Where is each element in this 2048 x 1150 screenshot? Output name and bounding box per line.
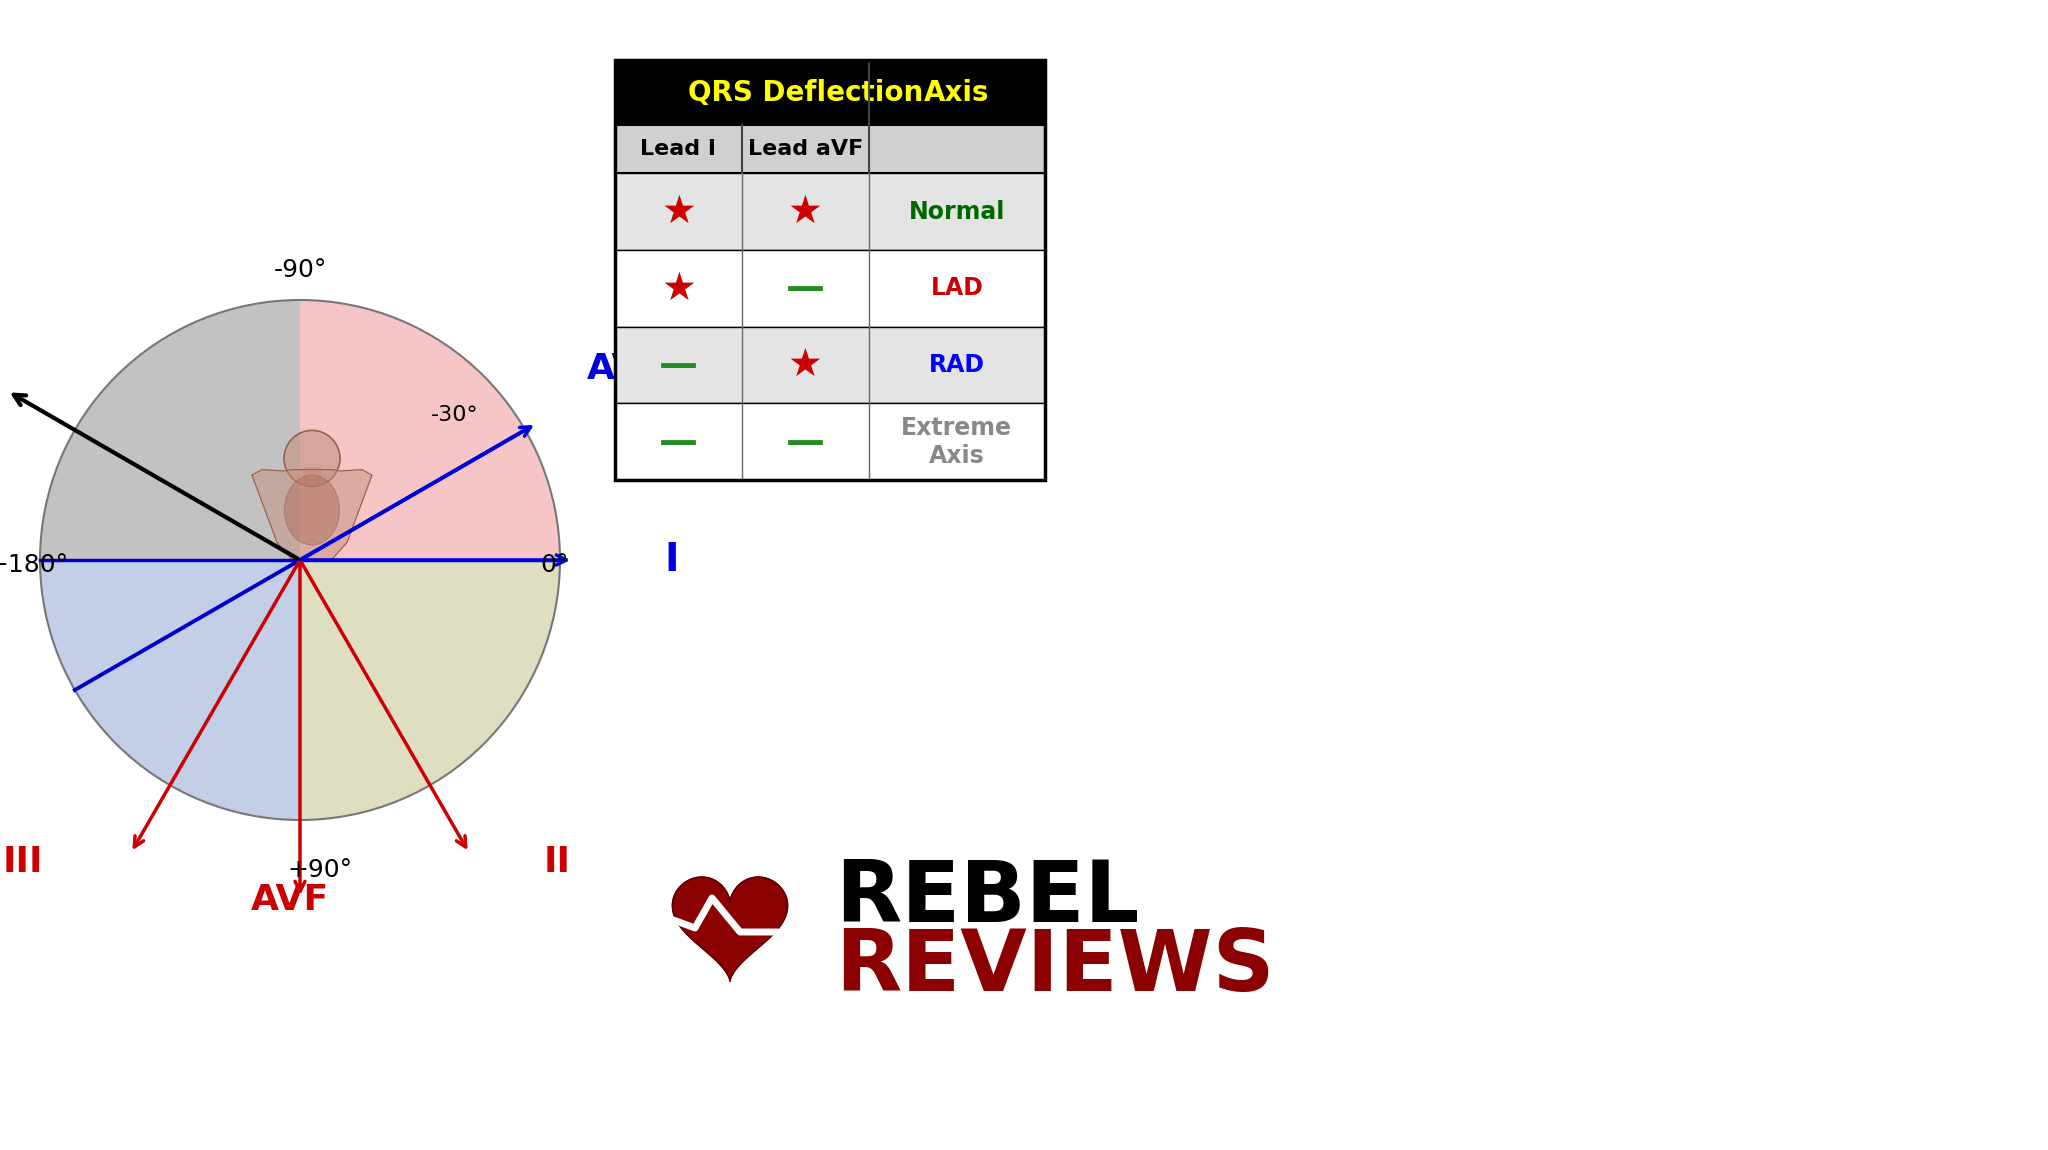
Text: —: — bbox=[659, 346, 698, 384]
Text: QRS Deflection: QRS Deflection bbox=[688, 78, 924, 107]
Text: LAD: LAD bbox=[930, 276, 983, 300]
Text: III: III bbox=[2, 845, 43, 880]
Text: Lead aVF: Lead aVF bbox=[748, 139, 862, 159]
Wedge shape bbox=[41, 300, 299, 560]
Polygon shape bbox=[672, 877, 788, 981]
Text: —: — bbox=[659, 423, 698, 461]
FancyArrowPatch shape bbox=[301, 562, 465, 846]
Text: REBEL: REBEL bbox=[836, 857, 1139, 940]
Bar bbox=[614, 60, 1044, 125]
Text: I: I bbox=[666, 540, 680, 578]
Bar bbox=[614, 250, 1044, 327]
Text: +90°: +90° bbox=[287, 858, 352, 882]
Text: -90°: -90° bbox=[272, 258, 328, 282]
Text: —: — bbox=[786, 269, 825, 307]
Text: Normal: Normal bbox=[909, 200, 1006, 224]
Text: +180°: +180° bbox=[0, 553, 68, 577]
Text: Extreme
Axis: Extreme Axis bbox=[901, 416, 1012, 468]
Text: AVF: AVF bbox=[250, 883, 330, 918]
Text: REVIEWS: REVIEWS bbox=[836, 927, 1274, 1010]
Bar bbox=[614, 60, 1044, 480]
Text: ★: ★ bbox=[788, 193, 823, 231]
Bar bbox=[614, 327, 1044, 404]
Text: RAD: RAD bbox=[930, 353, 985, 377]
Text: II: II bbox=[545, 845, 571, 880]
Text: ★: ★ bbox=[662, 193, 696, 231]
Text: 0°: 0° bbox=[541, 553, 569, 577]
Text: Lead I: Lead I bbox=[641, 139, 717, 159]
Polygon shape bbox=[252, 469, 373, 559]
Bar bbox=[614, 174, 1044, 250]
Text: -30°: -30° bbox=[432, 405, 479, 426]
Text: AVL: AVL bbox=[588, 352, 664, 386]
Bar bbox=[614, 125, 1044, 174]
Wedge shape bbox=[299, 560, 559, 820]
Text: —: — bbox=[786, 423, 825, 461]
Polygon shape bbox=[303, 467, 319, 484]
FancyArrowPatch shape bbox=[303, 555, 567, 565]
Ellipse shape bbox=[285, 475, 340, 545]
Text: ★: ★ bbox=[662, 269, 696, 307]
FancyArrowPatch shape bbox=[135, 562, 299, 846]
Bar bbox=[614, 404, 1044, 480]
Wedge shape bbox=[41, 560, 299, 820]
FancyArrowPatch shape bbox=[295, 562, 305, 891]
Text: Axis: Axis bbox=[924, 78, 989, 107]
Text: ★: ★ bbox=[788, 346, 823, 384]
FancyArrowPatch shape bbox=[14, 394, 297, 559]
Wedge shape bbox=[299, 300, 559, 560]
Circle shape bbox=[285, 430, 340, 486]
FancyArrowPatch shape bbox=[303, 427, 530, 559]
